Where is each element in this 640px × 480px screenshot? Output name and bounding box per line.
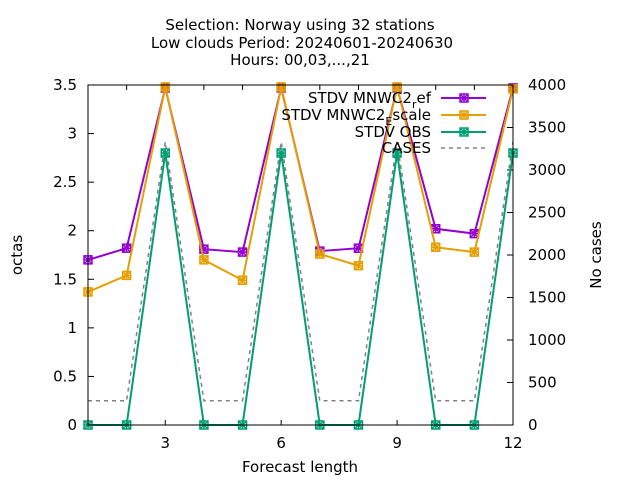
y-axis-label: octas (8, 235, 26, 275)
y2-axis-label: No cases (587, 221, 605, 289)
data-point (392, 82, 402, 92)
data-point (160, 82, 171, 92)
data-point (430, 224, 441, 234)
chart-title: Selection: Norway using 32 stations Low … (151, 16, 453, 69)
legend-label: STDV OBS (355, 123, 431, 141)
x-axis-label: Forecast length (242, 458, 358, 476)
legend-label: CASES (382, 139, 431, 157)
plot-area (83, 82, 518, 430)
data-point (392, 148, 402, 158)
y-tick-label: 0.5 (53, 367, 77, 385)
title-line-1: Selection: Norway using 32 stations (165, 16, 434, 34)
series-line-stdv-obs (88, 152, 514, 426)
data-point (237, 275, 248, 286)
y2-tick-label: 1500 (528, 289, 566, 307)
data-point (459, 93, 469, 103)
data-point (353, 260, 364, 271)
data-point (469, 228, 480, 239)
y-tick-label: 1.5 (53, 270, 77, 288)
series-line-cases (88, 141, 514, 402)
data-point (459, 110, 469, 120)
y-tick-label: 2 (67, 222, 77, 240)
data-point (121, 270, 132, 281)
data-point (315, 249, 325, 259)
data-point (199, 255, 209, 265)
y-tick-label: 2.5 (53, 173, 77, 191)
y2-tick-label: 2000 (528, 246, 566, 264)
y2-tick-label: 3000 (528, 161, 566, 179)
title-line-3: Hours: 00,03,...,21 (230, 51, 370, 69)
y-tick-label: 3.5 (53, 76, 77, 94)
data-point (160, 148, 171, 158)
data-point (430, 242, 441, 252)
x-tick-label: 6 (276, 434, 286, 452)
data-point (469, 247, 480, 257)
y2-tick-label: 3500 (528, 119, 566, 137)
y-tick-label: 0 (67, 416, 77, 434)
x-tick-label: 9 (392, 434, 402, 452)
tick-labels: 3 6 9 12 0 0.5 1 1.5 2 2.5 3 3.5 0 500 1000 1500 2000 250… (53, 76, 566, 452)
y2-tick-label: 1000 (528, 331, 566, 349)
data-point (276, 82, 286, 92)
y2-tick-label: 500 (528, 374, 557, 392)
x-tick-label: 12 (503, 434, 522, 452)
data-point (237, 247, 248, 257)
x-tick-label: 3 (160, 434, 170, 452)
y2-tick-label: 2500 (528, 204, 566, 222)
legend-label: STDV MNWC2Escale (281, 106, 431, 128)
data-point (276, 148, 286, 158)
data-point (459, 127, 469, 137)
y2-tick-label: 4000 (528, 76, 566, 94)
legend-label: STDV MNWC2ref (308, 89, 432, 111)
series-line-stdv-mnwc2-escale (87, 86, 514, 293)
y2-tick-label: 0 (528, 416, 538, 434)
plot-frame (87, 84, 514, 426)
y-tick-label: 1 (67, 319, 77, 337)
data-point (121, 243, 132, 253)
y-tick-label: 3 (67, 125, 77, 143)
title-line-2: Low clouds Period: 20240601-20240630 (151, 34, 453, 52)
